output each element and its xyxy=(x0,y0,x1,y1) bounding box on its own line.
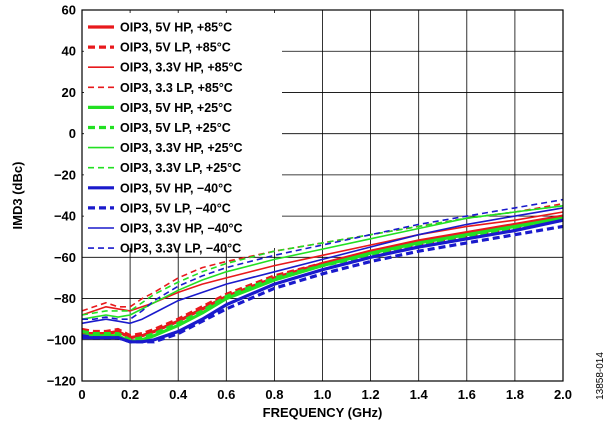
x-tick-label: 1.2 xyxy=(362,387,380,402)
x-tick-label: 0.6 xyxy=(217,387,235,402)
y-tick-label: −40 xyxy=(54,209,76,224)
series-line xyxy=(81,207,564,325)
x-tick-label: 1.8 xyxy=(506,387,524,402)
x-tick-label: 0.4 xyxy=(169,387,188,402)
series-lines xyxy=(81,198,564,344)
legend-label: OIP3, 5V LP, +25°C xyxy=(120,121,231,135)
y-tick-label: −80 xyxy=(54,291,76,306)
series-line xyxy=(82,216,564,344)
legend-label: OIP3, 3.3 LP, +85°C xyxy=(120,81,233,95)
series-line xyxy=(81,218,564,342)
series-line xyxy=(81,224,564,344)
legend-label: OIP3, 5V LP, −40°C xyxy=(120,201,231,215)
series-line xyxy=(81,205,564,320)
x-tick-label: 2.0 xyxy=(554,387,572,402)
y-tick-label: 0 xyxy=(69,126,76,141)
legend-label: OIP3, 5V HP, +25°C xyxy=(120,101,232,115)
x-axis-title: FREQUENCY (GHz) xyxy=(263,405,383,420)
series-line xyxy=(82,218,564,344)
tick-labels: 0 0.2 0.4 0.6 0.8 1.0 1.2 1.4 1.6 1.8 2.0 60 40 20 0 −2… xyxy=(47,3,572,403)
y-tick-label: 60 xyxy=(62,3,76,18)
legend: OIP3, 5V HP, +85°C OIP3, 5V LP, +85°C OIP3… xyxy=(84,13,282,256)
x-tick-label: 1.4 xyxy=(410,387,429,402)
x-tick-label: 0 xyxy=(78,387,85,402)
y-tick-label: −120 xyxy=(47,374,76,389)
plot-frame xyxy=(81,9,564,382)
y-tick-label: −100 xyxy=(47,332,76,347)
legend-label: OIP3, 3.3V HP, −40°C xyxy=(120,222,243,236)
legend-label: OIP3, 5V LP, +85°C xyxy=(120,41,231,55)
legend-background xyxy=(84,13,282,248)
series-line xyxy=(82,198,564,321)
x-tick-label: 0.8 xyxy=(265,387,283,402)
legend-label: OIP3, 5V HP, +85°C xyxy=(120,21,232,35)
series-line xyxy=(81,202,564,312)
legend-label: OIP3, 5V HP, −40°C xyxy=(120,181,232,195)
series-line xyxy=(81,205,564,316)
y-tick-label: −60 xyxy=(54,250,76,265)
x-tick-label: 1.0 xyxy=(313,387,331,402)
x-tick-label: 0.2 xyxy=(121,387,139,402)
legend-label: OIP3, 3.3V HP, +85°C xyxy=(120,61,243,75)
series-line xyxy=(82,214,564,340)
legend-label: OIP3, 3.3V HP, +25°C xyxy=(120,141,243,155)
y-tick-label: 20 xyxy=(62,85,76,100)
y-tick-label: −20 xyxy=(54,167,76,182)
x-tick-label: 1.6 xyxy=(458,387,476,402)
y-tick-label: 40 xyxy=(62,44,76,59)
legend-label: OIP3, 3.3V LP, −40°C xyxy=(120,242,241,256)
figure-id: 13858-014 xyxy=(595,352,606,400)
y-axis-title: IMD3 (dBc) xyxy=(10,162,25,230)
legend-label: OIP3, 3.3V LP, +25°C xyxy=(120,161,241,175)
